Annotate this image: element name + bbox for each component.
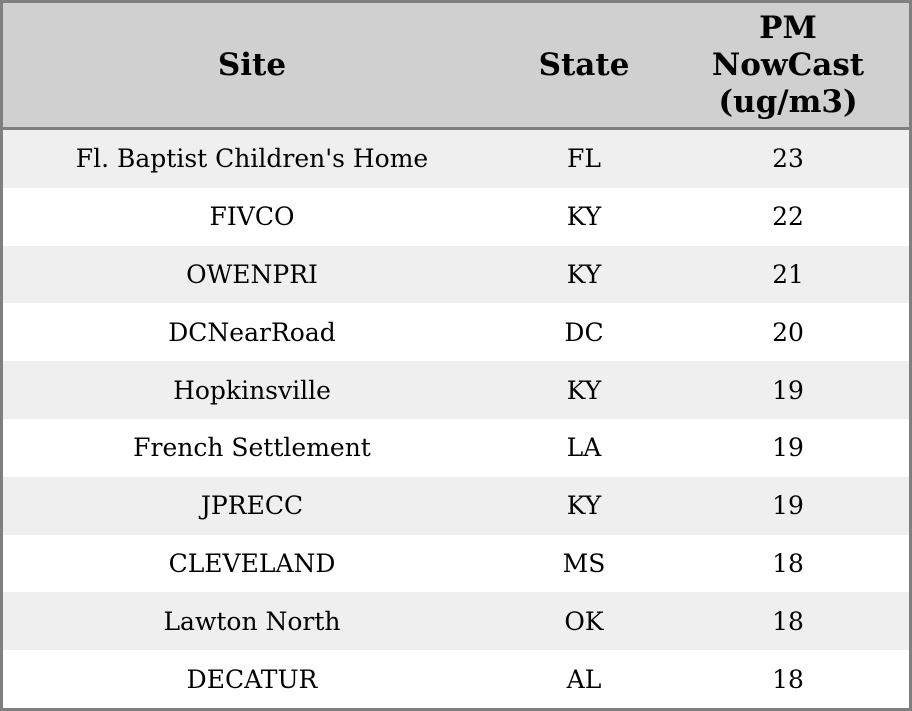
table-row: CLEVELAND MS 18: [3, 534, 909, 593]
table-row: Fl. Baptist Children's Home FL 23: [3, 130, 909, 188]
table-row: DECATUR AL 18: [3, 650, 909, 708]
pm-header-line-2: NowCast: [711, 46, 865, 83]
column-header-state: State: [538, 47, 630, 83]
state-cell: FL: [567, 144, 601, 174]
site-cell: OWENPRI: [186, 259, 318, 289]
table-row: OWENPRI KY 21: [3, 245, 909, 304]
state-cell: KY: [566, 259, 602, 289]
table-row: FIVCO KY 22: [3, 187, 909, 246]
pm-cell: 23: [772, 144, 804, 174]
site-cell: Fl. Baptist Children's Home: [75, 144, 429, 174]
site-cell: JPRECC: [200, 491, 304, 521]
table-row: JPRECC KY 19: [3, 476, 909, 535]
site-cell: Hopkinsville: [173, 375, 331, 405]
state-cell: MS: [562, 548, 606, 578]
site-cell: French Settlement: [133, 433, 371, 463]
state-cell: KY: [566, 375, 602, 405]
state-cell: KY: [566, 202, 602, 232]
site-cell: DCNearRoad: [168, 317, 336, 347]
pm-cell: 18: [772, 548, 804, 578]
state-cell: DC: [564, 317, 604, 347]
table-row: French Settlement LA 19: [3, 418, 909, 477]
pm-header-line-1: PM: [759, 9, 817, 46]
pm-cell: 21: [772, 259, 804, 289]
table-header-row: Site State PM NowCast (ug/m3): [3, 3, 909, 130]
pm-cell: 19: [772, 491, 804, 521]
table-row: Lawton North OK 18: [3, 592, 909, 651]
column-header-site: Site: [217, 47, 287, 83]
pm-cell: 19: [772, 433, 804, 463]
pm-cell: 20: [772, 317, 804, 347]
table-row: Hopkinsville KY 19: [3, 361, 909, 419]
site-cell: CLEVELAND: [168, 548, 336, 578]
column-header-pm-nowcast: PM NowCast (ug/m3): [667, 10, 909, 121]
pm-header-line-3: (ug/m3): [718, 83, 858, 120]
state-cell: OK: [564, 606, 604, 636]
state-cell: LA: [566, 433, 602, 463]
site-cell: Lawton North: [163, 606, 341, 636]
site-cell: FIVCO: [209, 202, 295, 232]
state-cell: KY: [566, 491, 602, 521]
state-cell: AL: [566, 664, 602, 694]
pm-cell: 19: [772, 375, 804, 405]
pm-cell: 22: [772, 202, 804, 232]
site-cell: DECATUR: [186, 664, 318, 694]
pm-cell: 18: [772, 606, 804, 636]
pm-cell: 18: [772, 664, 804, 694]
table-row: DCNearRoad DC 20: [3, 303, 909, 362]
